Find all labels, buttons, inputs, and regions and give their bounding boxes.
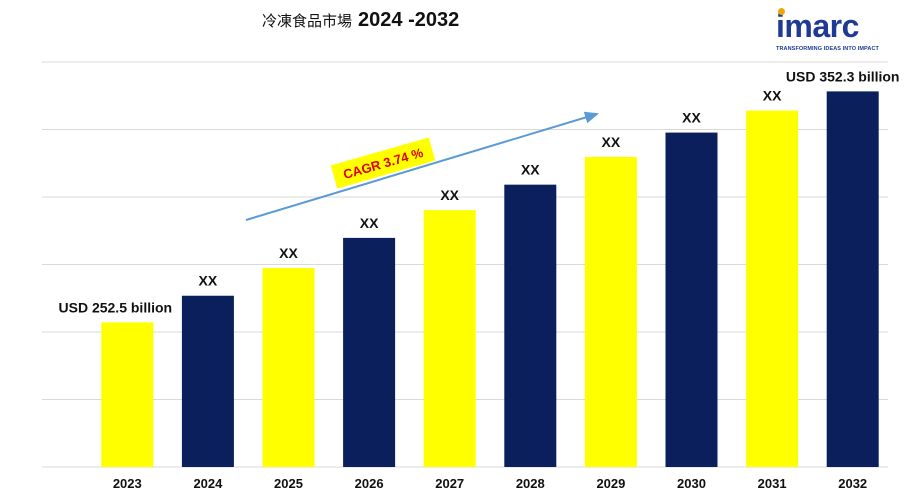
cagr-arrow xyxy=(245,111,599,221)
chart-title: 冷凍食品市場 2024 -2032 xyxy=(262,9,459,32)
bar-2024 xyxy=(181,295,234,467)
logo-brand: imarc xyxy=(776,8,859,44)
bar-2031 xyxy=(746,110,799,467)
x-tick-label-2028: 2028 xyxy=(516,476,545,491)
data-label-2030: XX xyxy=(682,110,701,126)
bar-2032 xyxy=(826,91,879,468)
bar-2023 xyxy=(101,322,154,467)
bar-2026 xyxy=(343,237,396,467)
x-tick-label-2029: 2029 xyxy=(596,476,625,491)
data-label-2025: XX xyxy=(279,245,298,261)
data-label-2028: XX xyxy=(521,162,540,178)
imarc-logo: imarc TRANSFORMING IDEAS INTO IMPACT xyxy=(776,8,886,56)
chart-title-cjk: 冷凍食品市場 xyxy=(262,12,353,30)
x-tick-label-2025: 2025 xyxy=(274,476,303,491)
chart-title-years: 2024 -2032 xyxy=(358,9,460,31)
bar-2027 xyxy=(423,210,476,467)
x-axis-labels: 2023 2024 2025 2026 2027 2028 2029 2030 2031 2032 xyxy=(113,476,867,491)
data-label-2023: USD 252.5 billion xyxy=(59,299,173,315)
x-tick-label-2031: 2031 xyxy=(758,476,787,491)
x-tick-label-2023: 2023 xyxy=(113,476,142,491)
bars xyxy=(101,91,879,468)
data-label-2027: XX xyxy=(440,187,459,203)
x-tick-label-2027: 2027 xyxy=(435,476,464,491)
data-label-2024: XX xyxy=(199,273,218,289)
data-label-2029: XX xyxy=(602,134,621,150)
x-tick-label-2026: 2026 xyxy=(355,476,384,491)
cagr-badge: CAGR 3.74 % xyxy=(330,137,436,189)
bar-2028 xyxy=(504,184,557,467)
bar-2025 xyxy=(262,267,315,467)
bar-2030 xyxy=(665,132,718,468)
data-label-2031: XX xyxy=(763,88,782,104)
x-tick-label-2024: 2024 xyxy=(193,476,223,491)
x-tick-label-2030: 2030 xyxy=(677,476,706,491)
logo-tagline: TRANSFORMING IDEAS INTO IMPACT xyxy=(776,46,880,52)
cagr-badge-background xyxy=(330,137,436,189)
bar-2029 xyxy=(584,156,637,467)
data-label-2032: USD 352.3 billion xyxy=(786,68,900,84)
x-tick-label-2032: 2032 xyxy=(838,476,867,491)
data-label-2026: XX xyxy=(360,215,379,231)
logo-dot-icon xyxy=(778,8,785,15)
